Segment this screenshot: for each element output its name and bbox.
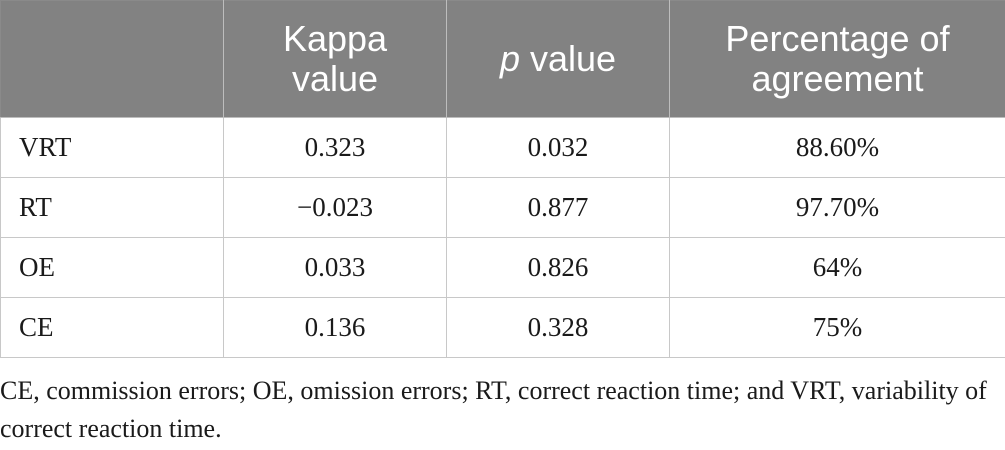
p-value-cell: 0.328 [446, 297, 670, 358]
row-label: VRT [0, 117, 224, 178]
agreement-cell: 88.60% [669, 117, 1005, 178]
header-kappa-value: Kappa value [223, 0, 447, 118]
agreement-table: Kappa value p value Percentage of agreem… [0, 0, 1005, 358]
row-label: OE [0, 237, 224, 298]
kappa-cell: 0.136 [223, 297, 447, 358]
row-label: RT [0, 177, 224, 238]
results-table-container: Kappa value p value Percentage of agreem… [0, 0, 1005, 358]
table-body: VRT 0.323 0.032 88.60% RT −0.023 0.877 9… [0, 117, 1005, 358]
p-value-cell: 0.826 [446, 237, 670, 298]
table-footnote: CE, commission errors; OE, omission erro… [0, 376, 987, 443]
header-p-rest: value [519, 38, 617, 79]
kappa-cell: 0.323 [223, 117, 447, 178]
table-row: VRT 0.323 0.032 88.60% [0, 117, 1005, 178]
header-kappa-line2: value [291, 58, 379, 99]
header-pct-line2: agreement [751, 58, 924, 99]
header-percentage-agreement: Percentage of agreement [669, 0, 1005, 118]
kappa-cell: −0.023 [223, 177, 447, 238]
table-header: Kappa value p value Percentage of agreem… [0, 0, 1005, 118]
kappa-cell: 0.033 [223, 237, 447, 298]
table-row: OE 0.033 0.826 64% [0, 237, 1005, 298]
agreement-cell: 97.70% [669, 177, 1005, 238]
header-p-italic: p [499, 38, 520, 79]
p-value-cell: 0.032 [446, 117, 670, 178]
header-row: Kappa value p value Percentage of agreem… [0, 0, 1005, 118]
table-row: RT −0.023 0.877 97.70% [0, 177, 1005, 238]
agreement-cell: 75% [669, 297, 1005, 358]
row-label: CE [0, 297, 224, 358]
header-pct-line1: Percentage of [725, 18, 950, 59]
table-row: CE 0.136 0.328 75% [0, 297, 1005, 358]
header-p-value: p value [446, 0, 670, 118]
p-value-cell: 0.877 [446, 177, 670, 238]
header-kappa-line1: Kappa [282, 18, 388, 59]
agreement-cell: 64% [669, 237, 1005, 298]
header-empty-cell [0, 0, 224, 118]
